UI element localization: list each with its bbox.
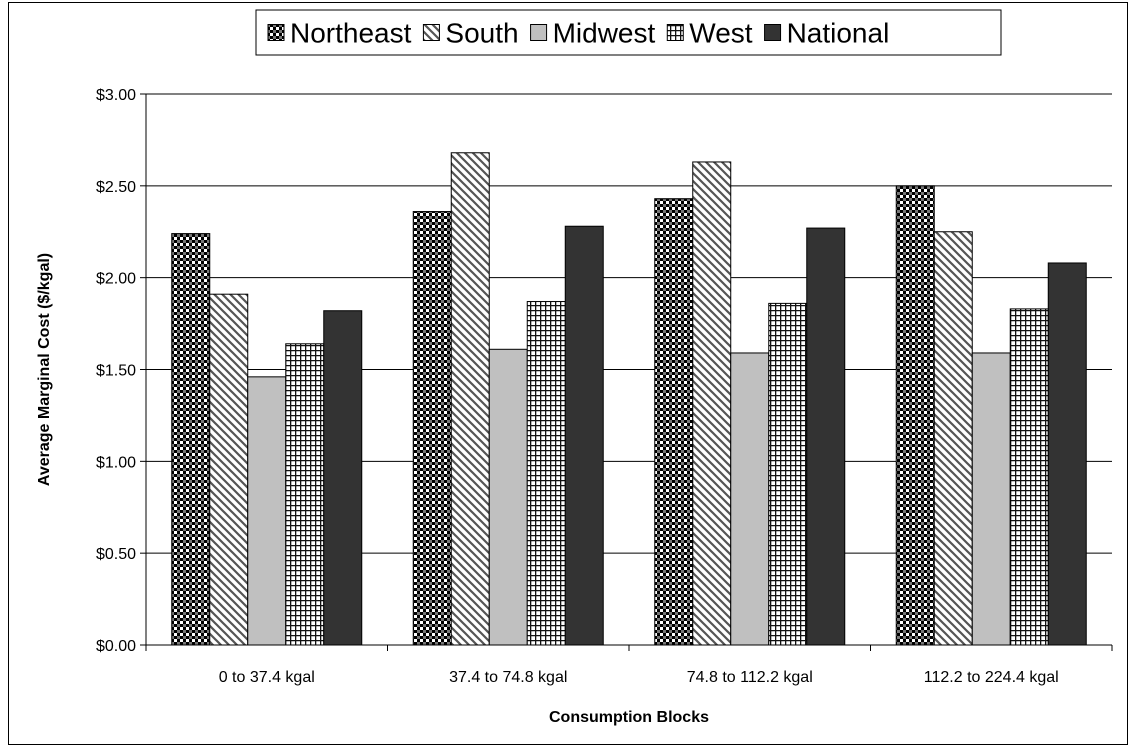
x-tick-label: 74.8 to 112.2 kgal — [687, 669, 813, 686]
legend-label-northeast: Northeast — [290, 18, 412, 49]
bar-midwest — [488, 348, 528, 646]
bar-midwest — [730, 352, 770, 646]
bar-south — [692, 161, 732, 646]
legend-label-south: South — [445, 18, 518, 49]
legend: Northeast South Midwest West National — [255, 9, 1002, 56]
y-tick-label: $2.50 — [96, 179, 136, 196]
legend-swatch-midwest — [530, 24, 548, 41]
legend-swatch-national — [764, 24, 782, 41]
y-tick-label: $0.50 — [96, 546, 136, 563]
bar-midwest — [971, 352, 1011, 646]
y-tick-label: $3.00 — [96, 87, 136, 104]
bar-national — [806, 227, 846, 646]
bar-west — [1009, 308, 1049, 646]
x-tick-label: 37.4 to 74.8 kgal — [449, 669, 567, 686]
bar-northeast — [654, 198, 694, 646]
y-tick-label: $1.00 — [96, 454, 136, 471]
legend-label-midwest: Midwest — [553, 18, 656, 49]
x-tick-label: 0 to 37.4 kgal — [219, 669, 315, 686]
y-axis-title: Average Marginal Cost ($/kgal) — [36, 253, 53, 486]
y-tick-label: $0.00 — [96, 638, 136, 655]
tick-labels: $0.00 $0.50 $1.00 $1.50 $2.00 $2.50 $3.00 0 to … — [96, 87, 1059, 686]
bar-west — [526, 301, 566, 646]
y-tick-label: $2.00 — [96, 271, 136, 288]
bar-south — [933, 231, 973, 646]
legend-swatch-west — [666, 24, 684, 41]
bar-midwest — [247, 376, 287, 646]
bar-south — [209, 293, 249, 646]
y-tick-label: $1.50 — [96, 363, 136, 380]
legend-box — [255, 9, 1002, 56]
bar-northeast — [895, 185, 935, 646]
bar-national — [564, 225, 604, 646]
bar-west — [285, 343, 325, 646]
bar-national — [1047, 262, 1087, 646]
bar-south — [450, 152, 490, 646]
legend-label-national: National — [787, 18, 890, 49]
bars — [171, 152, 1087, 646]
legend-swatch-northeast — [267, 24, 285, 41]
bar-northeast — [171, 233, 211, 646]
x-axis-title: Consumption Blocks — [549, 709, 709, 726]
bar-west — [768, 302, 808, 646]
legend-swatch-south — [422, 24, 440, 41]
bar-northeast — [412, 211, 452, 646]
x-tick-label: 112.2 to 224.4 kgal — [924, 669, 1059, 686]
bar-national — [323, 310, 363, 646]
legend-label-west: West — [689, 18, 752, 49]
